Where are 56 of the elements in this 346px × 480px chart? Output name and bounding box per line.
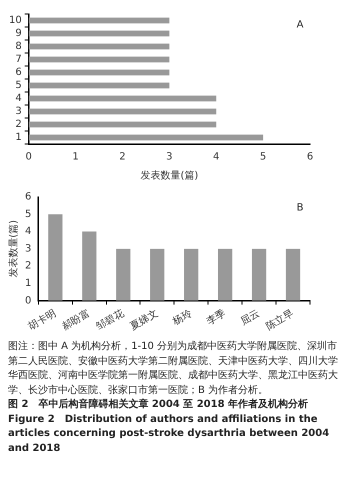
x-tick-label: 陈立早	[264, 307, 296, 333]
y-tick-label: 0	[24, 295, 32, 306]
bar	[28, 44, 170, 50]
y-tick-label: 6	[15, 67, 22, 78]
y-tick-label: 4	[24, 226, 32, 238]
x-tick-label: 杨玲	[170, 307, 194, 328]
x-tick-label: 李季	[204, 307, 228, 328]
y-tick-label: 6	[24, 192, 32, 203]
x-tick-label: 5	[260, 152, 266, 163]
bar	[150, 248, 164, 301]
y-tick-label: 5	[15, 80, 22, 92]
bar	[184, 248, 198, 301]
bar	[28, 82, 170, 88]
x-tick-label: 郝盼富	[60, 307, 92, 333]
x-tick-label: 屈云	[239, 308, 262, 328]
y-tick-label: 2	[24, 260, 32, 272]
bar	[28, 122, 216, 128]
annotation: B	[296, 202, 304, 214]
bar	[28, 18, 170, 24]
x-tick-label: 4	[213, 152, 220, 163]
x-tick-label: 夏娣文	[128, 307, 160, 333]
bar	[28, 96, 216, 102]
bar	[28, 30, 170, 36]
caption: Figure 2 Distribution of authors and affiliations in the articles concerning post-stroke dysarthria between 2004 and 2018	[8, 412, 330, 456]
x-tick-label: 6	[306, 152, 314, 163]
caption: 图 2 卒中后构音障碍相关文章 2004 至 2018 年作者及机构分析	[8, 398, 310, 412]
bar	[28, 70, 170, 76]
bar	[286, 248, 300, 301]
bar	[218, 248, 232, 301]
x-tick-label: 1	[72, 152, 79, 163]
bar	[28, 56, 170, 62]
bar	[28, 134, 264, 140]
text: 图注：图中 A 为机构分析，1-10 分别为成都中医药大学附属医院、深圳市第二人民医院、安徽中医药大学第二附属医院、天津中医药大学、四川大学华西医院、河南中医学院第一附属医院、成都中医药大学、黑龙江中医药大学、长沙市中心医院、张家口市第一医院；B 为作者分析。	[8, 340, 338, 398]
annotation: A	[296, 20, 304, 31]
y-tick-label: 9	[15, 28, 22, 40]
y-tick-label: 3	[15, 106, 22, 118]
bar	[28, 108, 216, 114]
bar	[82, 232, 96, 301]
x-tick-label: 3	[166, 152, 173, 163]
y-tick-label: 3	[24, 243, 32, 254]
y-axis-title: 发表数量(篇)	[8, 220, 20, 278]
y-tick-label: 10	[8, 15, 22, 26]
y-tick-label: 8	[15, 41, 22, 52]
x-tick-label: 胡卡明	[26, 307, 58, 333]
bar	[252, 248, 266, 301]
x-tick-label: 2	[119, 152, 126, 163]
y-tick-label: 1	[24, 278, 32, 289]
bar	[116, 248, 130, 301]
y-tick-label: 1	[15, 132, 22, 144]
x-axis-title: 发表数量(篇)	[140, 170, 198, 182]
y-tick-label: 2	[15, 119, 22, 130]
x-tick-label: 邹碧花	[94, 307, 126, 333]
y-tick-label: 5	[24, 208, 32, 220]
y-tick-label: 4	[15, 93, 22, 104]
y-tick-label: 7	[15, 54, 22, 66]
bar	[48, 214, 62, 301]
